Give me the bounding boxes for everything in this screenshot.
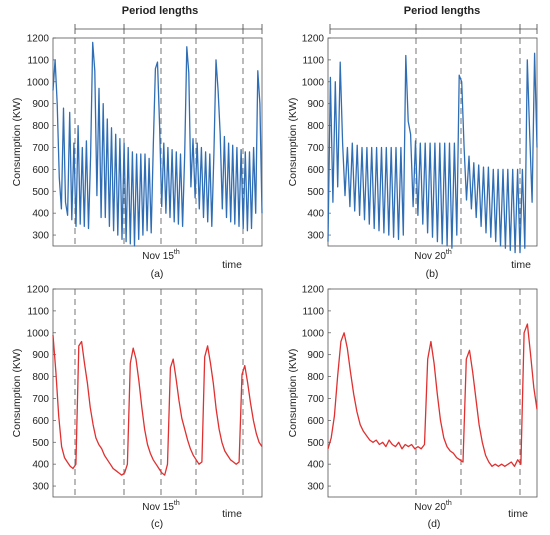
y-tick-label: 500	[32, 438, 49, 449]
y-tick-label: 300	[307, 482, 324, 493]
y-tick-label: 700	[307, 143, 324, 154]
y-tick-label: 1000	[27, 328, 50, 339]
period-lengths-title-a: Period lengths	[122, 5, 198, 17]
y-tick-label: 1100	[302, 55, 324, 66]
y-tick-label: 1100	[302, 306, 324, 317]
date-marker-b: Nov 20th	[414, 249, 452, 262]
y-axis-label-a: Consumption (KW)	[11, 98, 23, 187]
y-axis-b: 300 400 500 600 700 800 900 1000 1100 1200	[302, 34, 331, 242]
y-tick-label: 600	[307, 416, 324, 427]
plot-area-d	[327, 288, 538, 498]
y-tick-label: 1200	[27, 34, 50, 45]
period-arrows-a	[74, 24, 263, 34]
y-tick-label: 500	[307, 438, 324, 449]
y-tick-label: 1200	[302, 285, 325, 296]
y-tick-label: 400	[32, 460, 49, 471]
panel-label-a: (a)	[151, 268, 164, 280]
consumption-line-d	[327, 323, 538, 467]
y-tick-label: 1200	[27, 285, 50, 296]
y-tick-label: 1000	[27, 77, 50, 88]
y-tick-label: 800	[32, 121, 49, 132]
x-axis-label-d: time	[508, 508, 528, 520]
y-tick-label: 1200	[302, 34, 325, 45]
y-tick-label: 300	[32, 231, 49, 242]
x-axis-label-b: time	[511, 259, 531, 271]
y-tick-label: 500	[32, 187, 49, 198]
y-tick-label: 800	[307, 372, 324, 383]
y-tick-label: 700	[32, 143, 49, 154]
y-tick-label: 400	[32, 209, 49, 220]
y-axis-label-b: Consumption (KW)	[287, 98, 299, 187]
y-tick-label: 900	[307, 99, 324, 110]
panel-d: 300 400 500 600 700 800 900 1000 1100 1200 Consum…	[287, 285, 538, 530]
panel-label-d: (d)	[428, 518, 441, 530]
y-tick-label: 700	[32, 394, 49, 405]
y-tick-label: 800	[32, 372, 49, 383]
panel-a: Period lengths 300 400 500 600 700 800 900 1000…	[11, 5, 263, 280]
panel-label-b: (b)	[426, 268, 439, 280]
date-marker-c: Nov 15th	[142, 500, 180, 513]
period-dividers-c	[74, 289, 244, 497]
period-lengths-title-b: Period lengths	[404, 5, 480, 17]
y-tick-label: 300	[32, 482, 49, 493]
y-tick-label: 900	[32, 99, 49, 110]
y-tick-label: 700	[307, 394, 324, 405]
plot-area-c	[52, 288, 263, 498]
y-tick-label: 300	[307, 231, 324, 242]
date-marker-d: Nov 20th	[414, 500, 452, 513]
y-axis-label-d: Consumption (KW)	[287, 349, 299, 438]
y-tick-label: 500	[307, 187, 324, 198]
y-tick-label: 400	[307, 209, 324, 220]
x-axis-label-c: time	[222, 508, 242, 520]
y-tick-label: 900	[32, 350, 49, 361]
panel-label-c: (c)	[151, 518, 163, 530]
y-tick-label: 1100	[27, 306, 49, 317]
y-tick-label: 1000	[302, 328, 325, 339]
y-tick-label: 900	[307, 350, 324, 361]
y-axis-c: 300 400 500 600 700 800 900 1000 1100 1200	[27, 285, 56, 493]
y-tick-label: 1000	[302, 77, 325, 88]
date-marker-a: Nov 15th	[142, 249, 180, 262]
y-tick-label: 600	[307, 165, 324, 176]
y-tick-label: 600	[32, 165, 49, 176]
y-tick-label: 800	[307, 121, 324, 132]
y-tick-label: 600	[32, 416, 49, 427]
panel-c: 300 400 500 600 700 800 900 1000 1100 1200 Consum…	[11, 285, 263, 530]
consumption-line-a	[52, 41, 263, 247]
panel-b: Period lengths 300 400 500 600 700 800 900 1000…	[287, 5, 538, 280]
x-axis-label-a: time	[222, 259, 242, 271]
consumption-line-c	[52, 334, 263, 476]
y-axis-label-c: Consumption (KW)	[11, 349, 23, 438]
y-tick-label: 400	[307, 460, 324, 471]
period-arrows-b	[329, 24, 538, 34]
y-axis-d: 300 400 500 600 700 800 900 1000 1100 1200	[302, 285, 331, 493]
consumption-line-b	[327, 52, 538, 254]
y-tick-label: 1100	[27, 55, 49, 66]
y-axis-a: 300 400 500 600 700 800 900 1000 1100 1200	[27, 34, 56, 242]
